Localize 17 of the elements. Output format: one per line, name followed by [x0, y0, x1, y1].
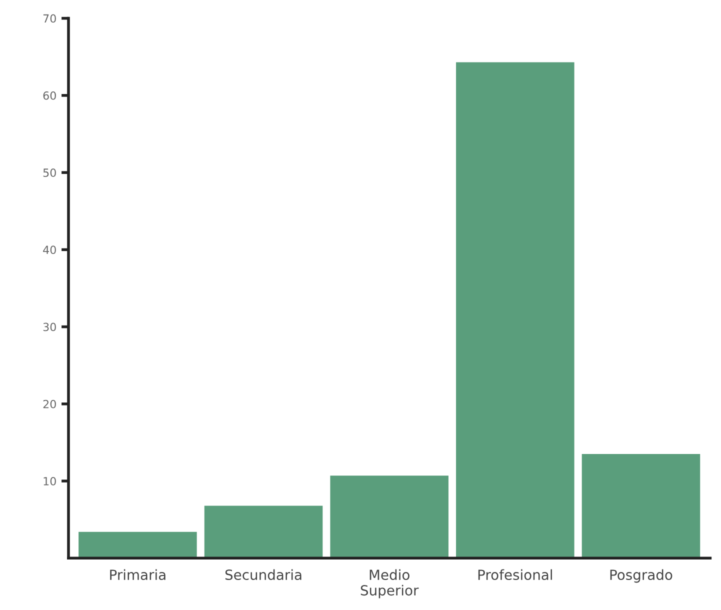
- y-tick-label: 50: [43, 168, 56, 177]
- x-tick-label: Secundaria: [225, 569, 302, 580]
- bar: [204, 506, 323, 558]
- bar: [78, 532, 197, 558]
- bar: [456, 62, 574, 558]
- x-tick-label: Profesional: [478, 569, 552, 580]
- y-tick-label: 60: [43, 91, 56, 100]
- x-tick-label: Medio Superior: [360, 569, 419, 598]
- y-tick-label: 70: [43, 14, 56, 23]
- y-tick-label: 40: [43, 246, 56, 254]
- y-tick-label: 20: [43, 400, 56, 408]
- y-tick-label: 30: [43, 322, 56, 332]
- y-tick-label: 10: [44, 477, 56, 486]
- bar: [330, 476, 448, 558]
- x-tick-label: Primaria: [110, 569, 166, 580]
- bar: [582, 454, 700, 558]
- x-tick-label: Posgrado: [610, 569, 672, 583]
